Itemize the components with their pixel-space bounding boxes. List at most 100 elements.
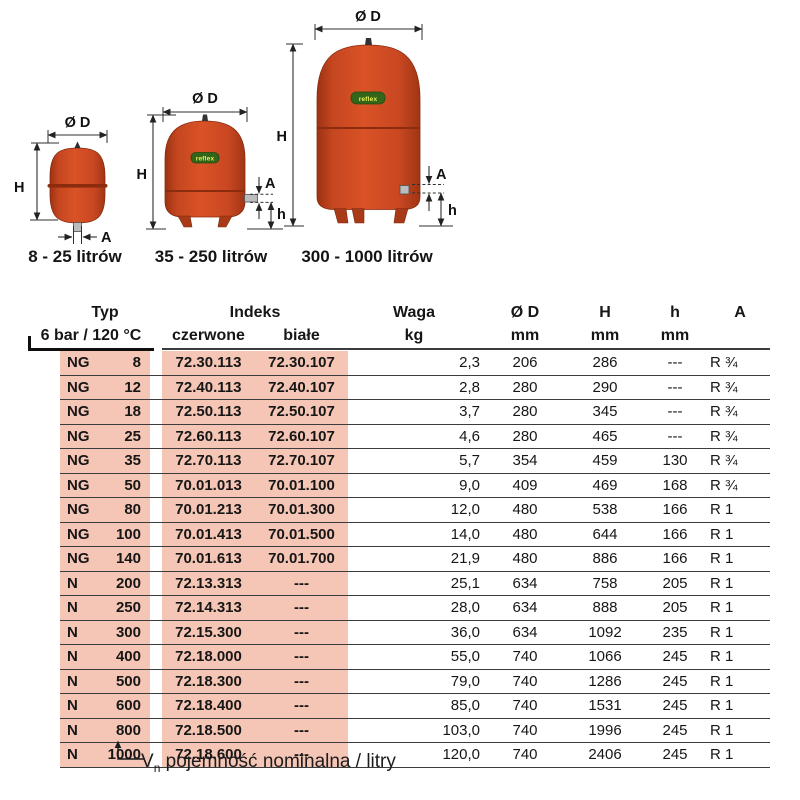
cell-gap <box>150 595 162 621</box>
cell-connection: R ¾ <box>710 448 770 474</box>
header-underline-thick <box>28 347 154 351</box>
cell-index-biale: --- <box>255 742 348 768</box>
cell-index-czerwone: 72.18.600 <box>162 742 255 768</box>
cell-diameter: 634 <box>480 571 570 596</box>
cell-diameter: 280 <box>480 424 570 449</box>
table-row: N 600 72.18.400 --- 85,0 740 1531 245 R … <box>60 693 770 719</box>
cell-gap <box>150 473 162 498</box>
cell-height: 1286 <box>570 669 640 694</box>
col-header-height: H <box>599 304 611 321</box>
cell-diameter: 280 <box>480 375 570 400</box>
figure-caption-large: 300 - 1000 litrów <box>301 247 433 266</box>
cell-gap <box>150 644 162 670</box>
dim-height-small: H <box>14 142 59 221</box>
cell-conn-height: 168 <box>640 473 710 498</box>
cell-index-czerwone: 72.18.300 <box>162 669 255 694</box>
table-row: N 300 72.15.300 --- 36,0 634 1092 235 R … <box>60 620 770 645</box>
cell-index-czerwone: 72.18.500 <box>162 718 255 743</box>
cell-index-czerwone: 72.60.113 <box>162 424 255 449</box>
cell-waga: 9,0 <box>348 473 480 498</box>
cell-height: 290 <box>570 375 640 400</box>
col-subheader-pressure-temp: 6 bar / 120 °C <box>40 327 142 344</box>
cell-height: 286 <box>570 351 640 376</box>
cell-height: 1066 <box>570 644 640 670</box>
cell-diameter: 740 <box>480 693 570 719</box>
dim-label-conn-height-medium: h <box>277 207 286 223</box>
dim-conn-height-medium: h <box>247 202 286 230</box>
table-row: NG 80 70.01.213 70.01.300 12,0 480 538 1… <box>60 497 770 523</box>
cell-waga: 3,7 <box>348 399 480 425</box>
cell-connection: R 1 <box>710 595 770 621</box>
cell-typ: N 300 <box>60 620 150 645</box>
table-row: NG 35 72.70.113 72.70.107 5,7 354 459 13… <box>60 448 770 474</box>
cell-connection: R ¾ <box>710 399 770 425</box>
cell-gap <box>150 669 162 694</box>
cell-height: 2406 <box>570 742 640 768</box>
dim-connection-medium: A <box>250 176 276 219</box>
col-header-connection: A <box>734 304 746 321</box>
valve-icon <box>202 114 208 121</box>
vessel-medium-figure: reflex Ø D H A <box>137 91 286 230</box>
cell-connection: R ¾ <box>710 351 770 376</box>
cell-height: 1092 <box>570 620 640 645</box>
dim-label-diameter-medium: Ø D <box>192 91 218 107</box>
cell-connection: R 1 <box>710 718 770 743</box>
figure-caption-medium: 35 - 250 litrów <box>154 247 268 266</box>
typ-series: NG <box>67 550 90 568</box>
cell-connection: R 1 <box>710 522 770 547</box>
cell-conn-height: 245 <box>640 742 710 768</box>
cell-height: 459 <box>570 448 640 474</box>
cell-index-czerwone: 72.13.313 <box>162 571 255 596</box>
cell-waga: 36,0 <box>348 620 480 645</box>
cell-conn-height: 235 <box>640 620 710 645</box>
cell-typ: NG 140 <box>60 546 150 572</box>
typ-size: 35 <box>124 452 141 470</box>
cell-typ: NG 18 <box>60 399 150 425</box>
cell-typ: NG 12 <box>60 375 150 400</box>
table-row: NG 100 70.01.413 70.01.500 14,0 480 644 … <box>60 522 770 547</box>
typ-series: N <box>67 574 78 592</box>
cell-waga: 85,0 <box>348 693 480 719</box>
cell-typ: N 1000 <box>60 742 150 768</box>
connection-fitting <box>399 185 410 195</box>
typ-size: 800 <box>115 721 141 739</box>
cell-waga: 12,0 <box>348 497 480 523</box>
cell-conn-height: 245 <box>640 644 710 670</box>
cell-height: 538 <box>570 497 640 523</box>
cell-typ: N 250 <box>60 595 150 621</box>
cell-index-biale: 72.30.107 <box>255 351 348 376</box>
cell-gap <box>150 718 162 743</box>
cell-index-czerwone: 72.70.113 <box>162 448 255 474</box>
cell-height: 886 <box>570 546 640 572</box>
dim-diameter-large: Ø D <box>314 9 423 40</box>
cell-height: 888 <box>570 595 640 621</box>
typ-series: N <box>67 697 78 715</box>
typ-series: NG <box>67 501 90 519</box>
cell-index-czerwone: 70.01.213 <box>162 497 255 523</box>
cell-waga: 103,0 <box>348 718 480 743</box>
cell-height: 758 <box>570 571 640 596</box>
vessel-small-seam <box>47 184 108 188</box>
col-subheader-d-mm: mm <box>510 327 540 344</box>
spec-table-grid: NG 8 72.30.113 72.30.107 2,3 206 286 ---… <box>60 351 770 768</box>
dim-label-height-large: H <box>277 129 287 145</box>
cell-connection: R ¾ <box>710 424 770 449</box>
cell-gap <box>150 571 162 596</box>
cell-waga: 2,8 <box>348 375 480 400</box>
header-underline-thin <box>162 348 770 350</box>
cell-conn-height: 245 <box>640 669 710 694</box>
cell-conn-height: 166 <box>640 546 710 572</box>
dim-label-conn-height-large: h <box>448 203 457 219</box>
table-row: N 400 72.18.000 --- 55,0 740 1066 245 R … <box>60 644 770 670</box>
cell-diameter: 740 <box>480 718 570 743</box>
cell-typ: NG 35 <box>60 448 150 474</box>
cell-typ: NG 50 <box>60 473 150 498</box>
cell-gap <box>150 497 162 523</box>
dim-label-connection-medium: A <box>265 176 276 192</box>
cell-gap <box>150 351 162 376</box>
typ-series: N <box>67 746 78 764</box>
typ-size: 300 <box>115 623 141 641</box>
cell-index-czerwone: 72.14.313 <box>162 595 255 621</box>
typ-series: N <box>67 672 78 690</box>
col-header-indeks: Indeks <box>229 304 281 321</box>
